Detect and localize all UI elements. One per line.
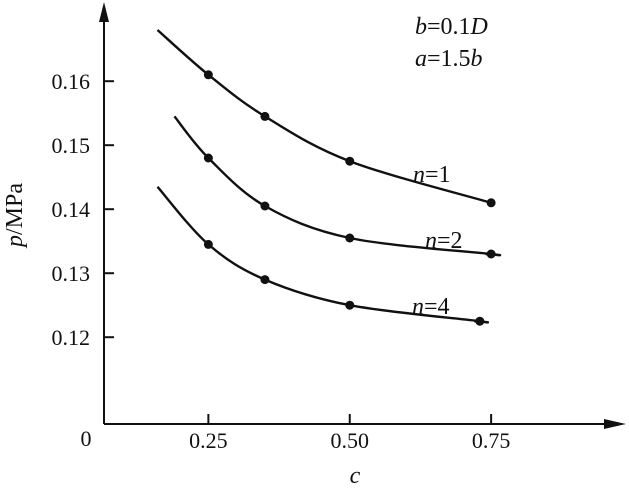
data-point-n=2	[203, 153, 213, 163]
annotation-a-value: =1.5	[427, 46, 471, 72]
y-tick-label: 0.15	[52, 133, 91, 158]
data-point-n=4	[475, 316, 485, 326]
x-axis-arrow	[604, 419, 626, 429]
data-point-n=4	[345, 300, 355, 310]
x-tick-label: 0.25	[189, 428, 228, 453]
annotation-a-ratio: a=1.5b	[415, 46, 483, 72]
series-label-n2-eq: =2	[437, 228, 463, 254]
y-axis-title-unit: /MPa	[2, 183, 28, 235]
series-line-n=1	[156, 29, 492, 204]
data-point-n=2	[486, 249, 496, 259]
data-point-n=1	[486, 198, 496, 208]
y-axis-title-var: p	[2, 235, 28, 249]
series-label-n4: n=4	[412, 294, 450, 320]
series-label-n1-var: n	[413, 162, 425, 188]
data-point-n=1	[260, 111, 270, 121]
y-tick-label: 0.13	[52, 261, 91, 286]
series-label-n2: n=2	[425, 228, 463, 254]
data-point-n=1	[203, 70, 213, 80]
series-group	[156, 29, 502, 326]
series-label-n1-eq: =1	[425, 162, 451, 188]
data-point-n=4	[203, 239, 213, 249]
data-point-n=1	[345, 156, 355, 166]
annotation-a-var: a	[415, 46, 427, 72]
tick-labels: 0.25 0.50 0.75 0.12 0.13 0.14 0.15 0.16	[52, 69, 511, 453]
origin-label: 0	[81, 426, 92, 451]
series-label-n2-var: n	[425, 228, 437, 254]
y-tick-label: 0.14	[52, 197, 91, 222]
x-axis-title: c	[350, 463, 361, 489]
ticks	[104, 80, 493, 424]
data-point-n=2	[345, 233, 355, 243]
series-label-n4-eq: =4	[424, 294, 450, 320]
y-tick-label: 0.12	[52, 325, 91, 350]
series-label-n4-var: n	[412, 294, 424, 320]
y-axis-title: p/MPa	[2, 183, 28, 249]
annotation-b-var: b	[415, 14, 427, 40]
series-labels: n=1 n=2 n=4	[412, 162, 463, 320]
data-point-n=2	[260, 201, 270, 211]
annotation-b-value: =0.1	[427, 14, 471, 40]
y-tick-label: 0.16	[52, 69, 91, 94]
y-axis-arrow	[99, 2, 109, 22]
x-tick-label: 0.50	[331, 428, 370, 453]
annotation-a-ref: b	[471, 46, 483, 72]
annotation-b-ratio: b=0.1D	[415, 14, 488, 40]
series-label-n1: n=1	[413, 162, 451, 188]
axes	[99, 2, 626, 429]
x-tick-label: 0.75	[472, 428, 511, 453]
annotation-b-ref: D	[470, 14, 488, 40]
data-point-n=4	[260, 275, 270, 285]
